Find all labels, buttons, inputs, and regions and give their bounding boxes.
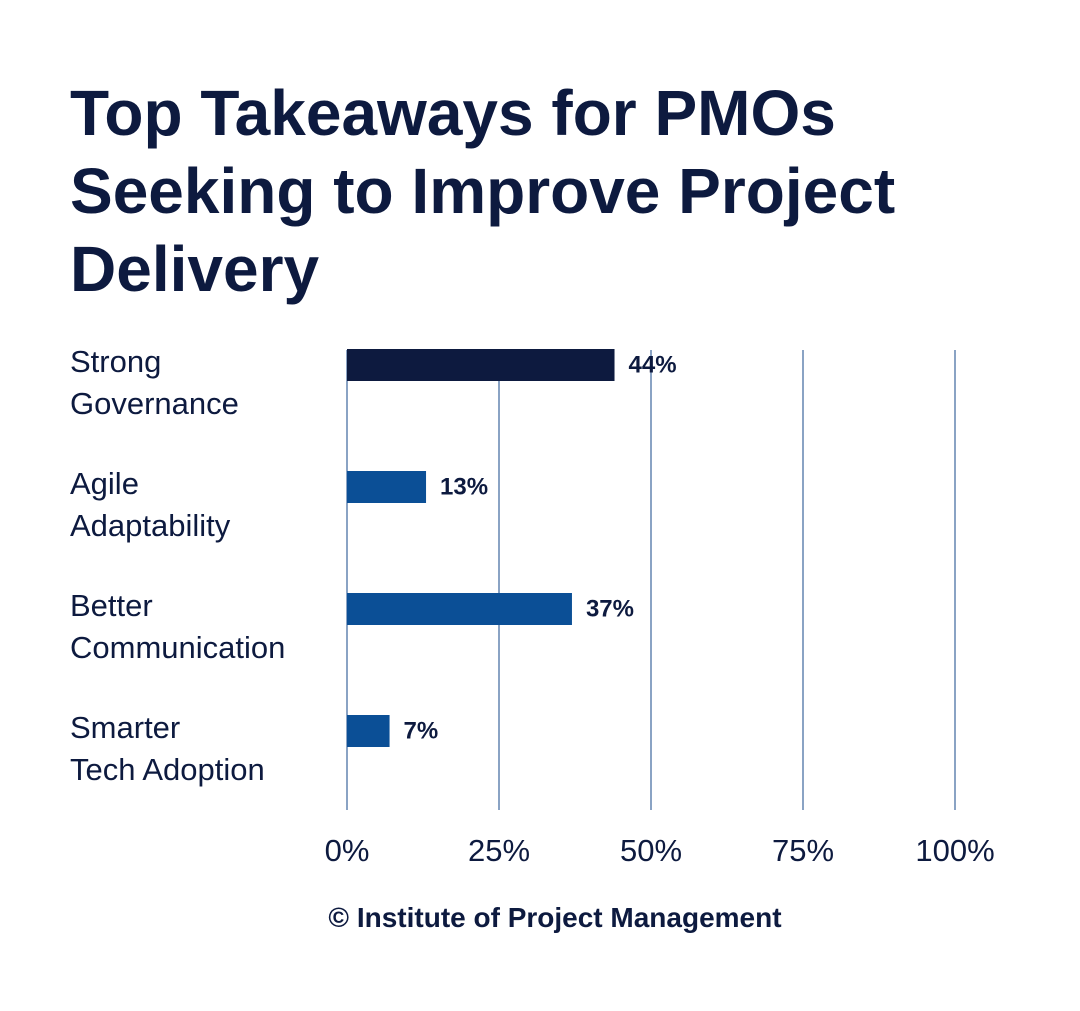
bar <box>347 471 427 503</box>
category-label: Agile Adaptability <box>70 466 231 543</box>
x-tick-label: 100% <box>915 833 994 868</box>
x-tick-label: 75% <box>772 833 834 868</box>
bar <box>347 593 572 625</box>
x-tick-label: 50% <box>620 833 682 868</box>
bar <box>347 715 390 747</box>
x-tick-label: 0% <box>325 833 370 868</box>
value-label: 37% <box>586 595 634 622</box>
value-label: 7% <box>404 717 439 744</box>
source: © Institute of Project Management <box>328 902 782 933</box>
value-label: 44% <box>629 351 677 378</box>
value-label: 13% <box>440 473 488 500</box>
category-label: Better Communication <box>70 588 286 665</box>
category-label: Smarter Tech Adoption <box>70 710 265 787</box>
category-label: Strong Governance <box>70 344 239 421</box>
bar <box>347 349 615 381</box>
x-tick-label: 25% <box>468 833 530 868</box>
chart-title: Top Takeaways for PMOs Seeking to Improv… <box>70 77 896 305</box>
